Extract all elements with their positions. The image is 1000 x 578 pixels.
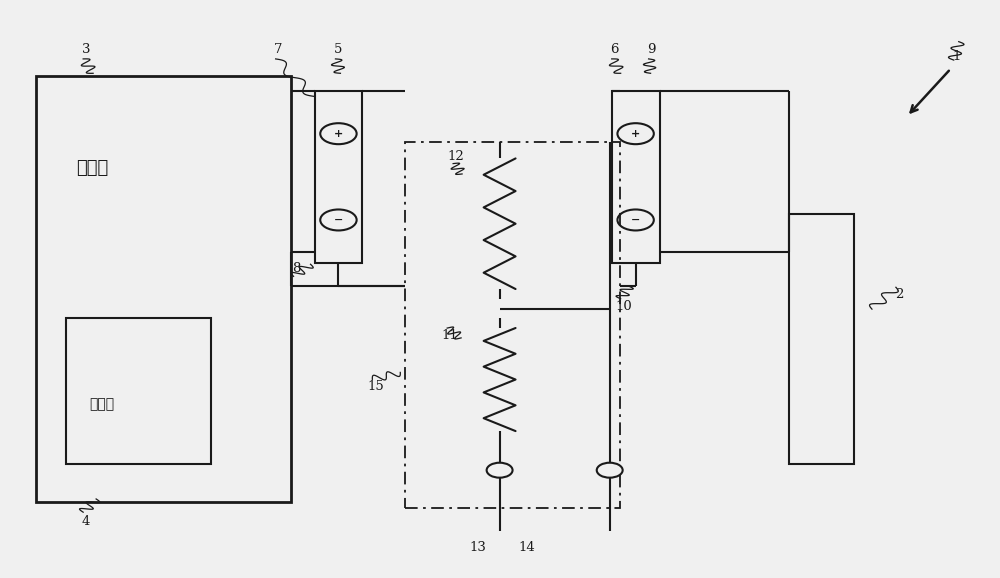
- Text: −: −: [334, 215, 343, 225]
- Text: −: −: [631, 215, 640, 225]
- Bar: [315, 91, 362, 263]
- Text: 电源部: 电源部: [89, 397, 114, 411]
- Bar: [612, 91, 660, 263]
- Text: 15: 15: [367, 380, 384, 393]
- Circle shape: [487, 463, 513, 477]
- Text: 1: 1: [953, 50, 961, 62]
- Circle shape: [320, 123, 357, 144]
- Text: +: +: [334, 129, 343, 139]
- Text: +: +: [631, 129, 640, 139]
- Text: 控制部: 控制部: [76, 159, 108, 177]
- Bar: [405, 142, 620, 507]
- Text: 2: 2: [895, 288, 903, 301]
- Text: 8: 8: [292, 262, 301, 275]
- Circle shape: [597, 463, 623, 477]
- Bar: [36, 76, 291, 502]
- Bar: [789, 214, 854, 465]
- Text: 3: 3: [82, 43, 90, 56]
- Text: 14: 14: [519, 542, 535, 554]
- Text: 9: 9: [647, 43, 656, 56]
- Text: 10: 10: [615, 300, 632, 313]
- Text: 5: 5: [334, 43, 343, 56]
- Circle shape: [617, 209, 654, 231]
- Text: 4: 4: [82, 516, 90, 528]
- Text: 11: 11: [442, 328, 459, 342]
- Text: 12: 12: [448, 150, 464, 163]
- Circle shape: [320, 209, 357, 231]
- Text: 7: 7: [274, 43, 283, 56]
- Text: 13: 13: [470, 542, 486, 554]
- Text: 6: 6: [610, 43, 619, 56]
- Circle shape: [617, 123, 654, 144]
- Bar: [66, 318, 211, 465]
